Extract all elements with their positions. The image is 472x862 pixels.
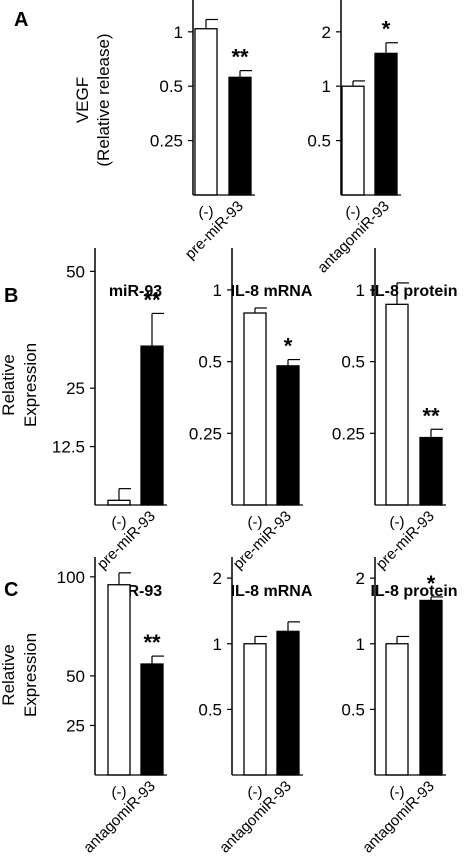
bar <box>140 345 164 506</box>
y-tick-label: 1 <box>174 23 183 42</box>
y-tick-label: 0.5 <box>341 353 365 372</box>
y-tick-label: 1 <box>322 77 331 96</box>
significance-mark: ** <box>143 630 161 655</box>
y-tick-label: 0.5 <box>307 132 331 151</box>
x-tick-label: (-) <box>199 204 214 221</box>
y-tick-label: 2 <box>213 569 222 588</box>
panel-letter: A <box>14 9 28 31</box>
x-tick-label: (-) <box>112 514 127 531</box>
y-tick-label: 1 <box>213 635 222 654</box>
y-tick-label: 2 <box>356 569 365 588</box>
y-axis-title: Expression <box>21 343 40 427</box>
y-tick-label: 1 <box>356 281 365 300</box>
bar <box>194 28 218 196</box>
chart: IL-8 protein 1 0.5 0.25 ** (-)pre-miR-93 <box>332 248 458 573</box>
y-tick-label: 25 <box>66 379 85 398</box>
x-tick-label: (-) <box>248 784 263 801</box>
bar <box>419 436 443 506</box>
bar <box>374 52 398 196</box>
y-tick-label: 0.5 <box>198 353 222 372</box>
bar <box>228 76 252 196</box>
y-axis-title: Expression <box>21 633 40 717</box>
significance-mark: * <box>427 571 436 596</box>
y-tick-label: 1 <box>356 635 365 654</box>
chart-title: miR-93 <box>109 283 162 300</box>
y-axis-title: (Relative release) <box>94 33 113 166</box>
y-axis-title: Relative <box>0 644 18 705</box>
chart: 1 0.5 0.25 ** (-)pre-miR-93 <box>150 0 255 263</box>
y-tick-label: 50 <box>66 667 85 686</box>
bar <box>341 85 365 196</box>
x-tick-label: pre-miR-93 <box>182 198 247 263</box>
significance-mark: ** <box>422 403 440 428</box>
y-tick-label: 0.5 <box>198 700 222 719</box>
bar <box>107 584 131 776</box>
significance-mark: * <box>382 17 391 42</box>
bar <box>385 303 409 506</box>
significance-mark: ** <box>231 45 249 70</box>
y-tick-label: 1 <box>213 281 222 300</box>
chart-title: IL-8 protein <box>370 583 457 600</box>
x-tick-label: pre-miR-93 <box>373 508 438 573</box>
bar <box>276 365 300 506</box>
chart-title: IL-8 mRNA <box>231 283 313 300</box>
x-tick-label: (-) <box>390 784 405 801</box>
significance-mark: ** <box>143 287 161 312</box>
x-tick-label: (-) <box>346 204 361 221</box>
chart-title: IL-8 protein <box>370 283 457 300</box>
x-tick-label: (-) <box>248 514 263 531</box>
y-tick-label: 2 <box>322 23 331 42</box>
y-axis-title: VEGF <box>73 77 92 123</box>
chart-title: IL-8 mRNA <box>231 583 313 600</box>
y-tick-label: 50 <box>66 262 85 281</box>
y-tick-label: 100 <box>57 568 85 587</box>
chart: 210.5*(-)antagomiR-93 <box>307 0 401 276</box>
x-tick-label: (-) <box>112 784 127 801</box>
y-tick-label: 12.5 <box>52 438 85 457</box>
significance-mark: * <box>284 334 293 359</box>
y-tick-label: 0.25 <box>150 132 183 151</box>
bar <box>276 630 300 776</box>
y-tick-label: 25 <box>66 716 85 735</box>
bar <box>419 599 443 776</box>
panel-letter: C <box>4 579 18 601</box>
y-tick-label: 0.25 <box>332 424 365 443</box>
bar <box>107 499 131 506</box>
y-tick-label: 0.5 <box>159 77 183 96</box>
y-tick-label: 0.5 <box>341 700 365 719</box>
bar <box>140 663 164 776</box>
y-axis-title: Relative <box>0 354 18 415</box>
x-tick-label: (-) <box>390 514 405 531</box>
bar <box>243 643 267 776</box>
y-tick-label: 0.25 <box>189 424 222 443</box>
bar <box>243 312 267 506</box>
panel-letter: B <box>4 285 18 307</box>
bar <box>385 643 409 776</box>
